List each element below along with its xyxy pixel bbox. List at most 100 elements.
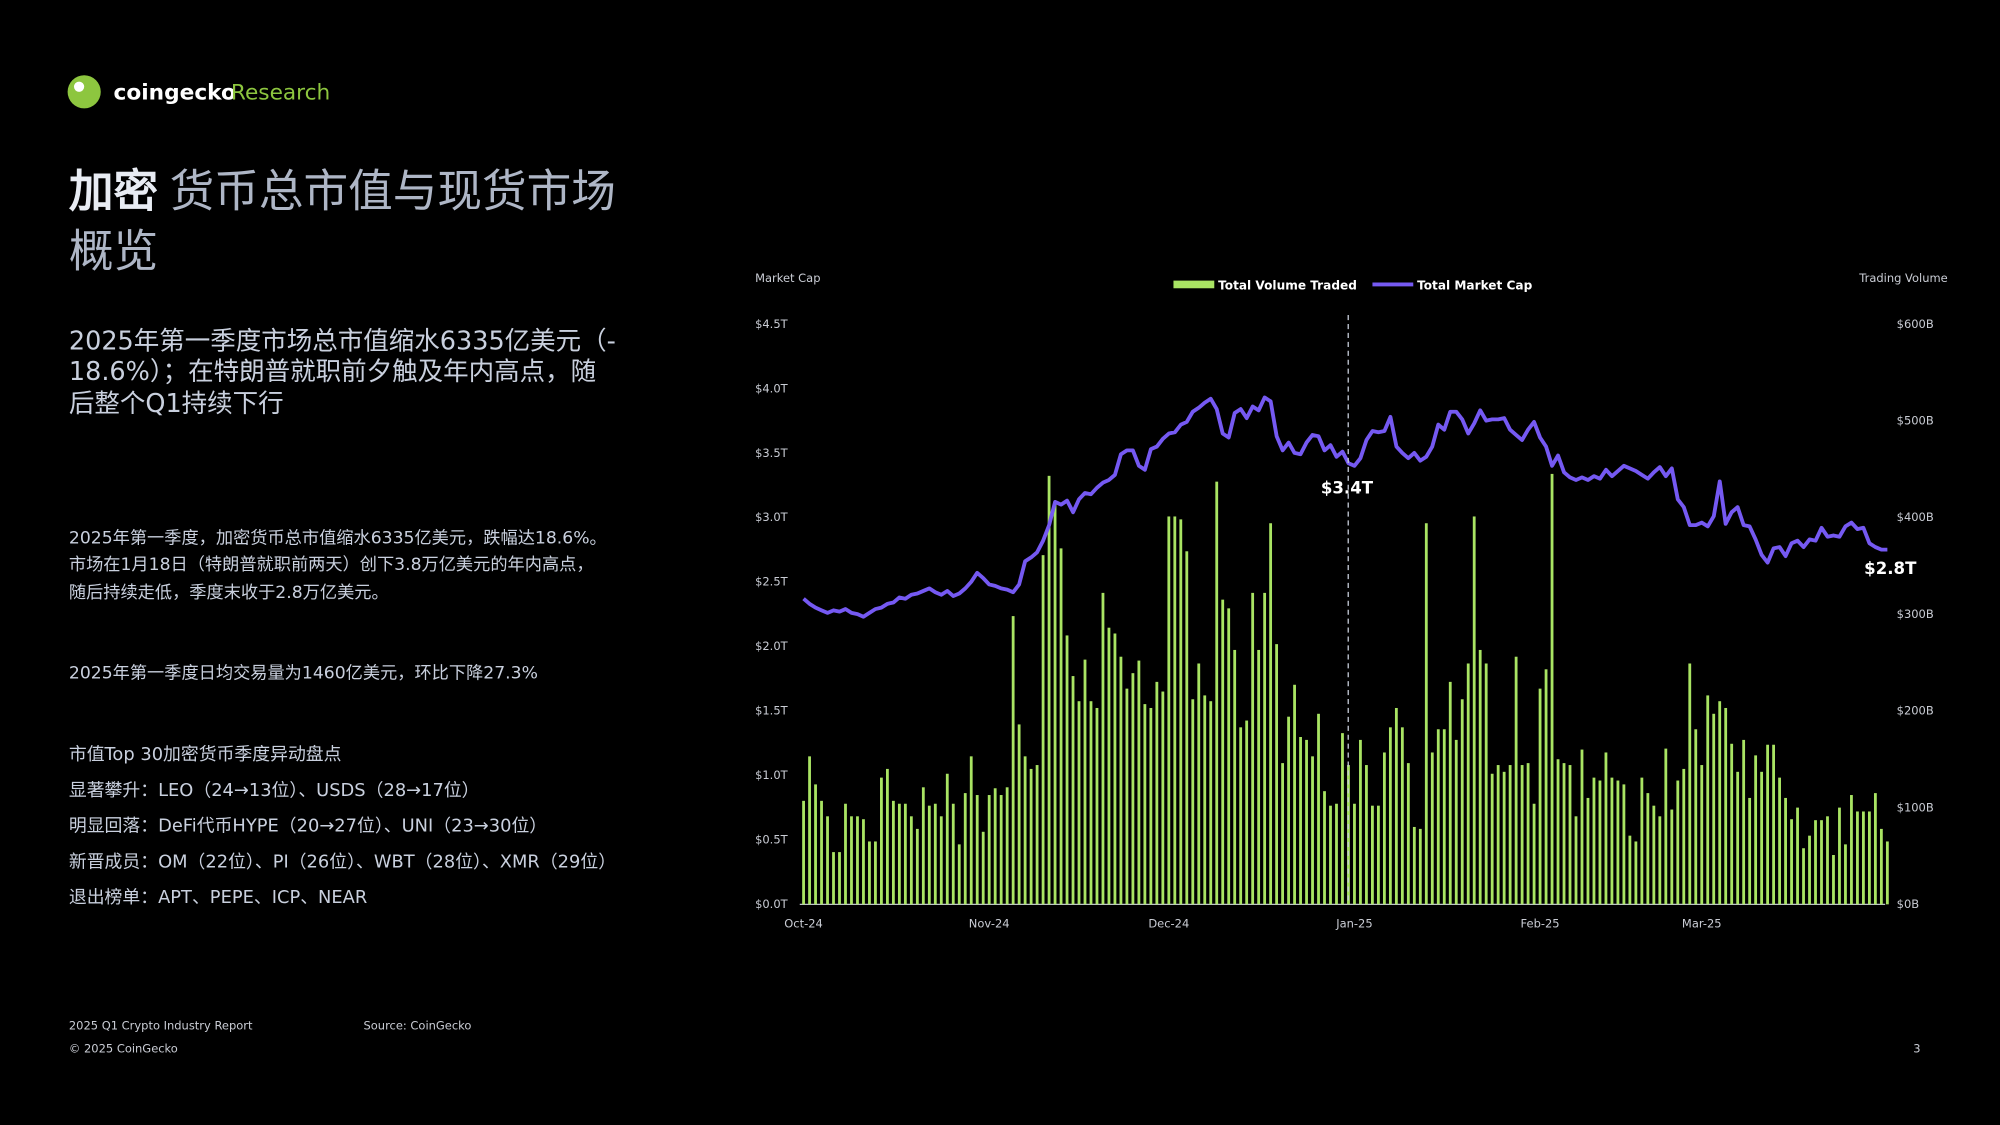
volume-bar (1053, 503, 1057, 905)
volume-bar (957, 844, 961, 905)
volume-bar (1077, 701, 1081, 905)
annotation: $2.8T (1864, 559, 1917, 578)
volume-bar (1676, 780, 1680, 905)
volume-bar (820, 800, 823, 905)
volume-bar (885, 768, 889, 905)
volume-bar (1083, 659, 1087, 905)
subtitle-line: 2025年第一季度市场总市值缩水6335亿美元（- (69, 326, 616, 356)
y2-tick-label: $300B (1897, 607, 1934, 621)
volume-bar (933, 803, 937, 905)
volume-bar (1622, 784, 1626, 905)
volume-bar (1538, 688, 1542, 905)
volume-bar (1299, 737, 1302, 905)
volume-bar (1359, 739, 1362, 905)
volume-bar (1748, 797, 1752, 905)
volume-bar (1311, 756, 1314, 905)
volume-bar (1885, 841, 1889, 905)
logo-icon (67, 75, 101, 109)
x-tick-label: Feb-25 (1521, 916, 1560, 930)
volume-bar (1694, 729, 1698, 905)
volume-bar (1161, 691, 1165, 905)
volume-bar (1113, 633, 1117, 905)
y2-tick-label: $0B (1897, 897, 1920, 911)
volume-bar (1442, 729, 1446, 905)
volume-bar (1520, 765, 1524, 905)
volume-bar (1562, 763, 1566, 905)
y-tick-label: $4.5T (755, 317, 789, 331)
volume-bar (1712, 713, 1716, 905)
logo-eye (73, 81, 85, 92)
y-tick-label: $1.0T (755, 768, 789, 782)
volume-bar (897, 803, 901, 905)
volume-bar (1502, 771, 1506, 905)
volume-bar (1221, 599, 1225, 905)
volume-bar (1376, 805, 1380, 905)
volume-bar (1826, 816, 1829, 905)
volume-bar (1335, 803, 1338, 905)
x-tick-label: Oct-24 (784, 916, 823, 930)
volume-bar (975, 795, 979, 905)
volume-bar (999, 795, 1003, 905)
volume-bar (1856, 811, 1859, 905)
y-axis-title: Market Cap (755, 271, 820, 285)
volume-bar (1059, 548, 1063, 905)
volume-bar (1167, 516, 1171, 905)
volume-bar (1796, 807, 1799, 905)
volume-bar (1406, 763, 1410, 905)
volume-bar (838, 852, 841, 905)
volume-bar (1616, 780, 1620, 905)
y-tick-label: $0.0T (755, 897, 789, 911)
title-line: 概览 (69, 226, 158, 278)
volume-bar (1514, 656, 1518, 905)
volume-bar (1724, 707, 1728, 905)
volume-bar (1119, 656, 1123, 905)
volume-bar (1556, 759, 1560, 905)
volume-bar (1472, 516, 1476, 905)
volume-bar (939, 816, 943, 905)
footer-source: Source: CoinGecko (364, 1018, 472, 1032)
volume-bar (945, 773, 949, 905)
y-tick-label: $2.0T (755, 639, 789, 653)
volume-bar (1772, 744, 1775, 905)
x-tick-label: Nov-24 (969, 916, 1010, 930)
volume-bar (1604, 752, 1608, 905)
volume-bar (963, 793, 967, 905)
volume-bar (1215, 481, 1219, 905)
volume-bar (1844, 844, 1847, 905)
title-emphasis: 加密 (69, 166, 158, 218)
volume-bar (1365, 765, 1368, 905)
volume-bar (1586, 797, 1590, 905)
market-cap-line (802, 395, 1888, 619)
volume-bar (987, 795, 991, 905)
y2-tick-label: $500B (1897, 414, 1934, 428)
list-item: 新晋成员：OM（22位）、PI（26位）、WBT（28位）、XMR（29位） (69, 851, 616, 872)
brand-suffix: Research (231, 80, 330, 105)
volume-bar (1412, 826, 1416, 905)
volume-bar (1101, 592, 1105, 905)
volume-bar (1808, 835, 1811, 905)
volume-bar (1305, 739, 1308, 905)
volume-bar (1047, 475, 1051, 905)
y2-axis-title: Trading Volume (1858, 271, 1947, 285)
volume-bar (1233, 649, 1237, 905)
subtitle-line: 后整个Q1持续下行 (69, 389, 284, 419)
volume-bar (1341, 733, 1344, 905)
volume-bar (1700, 765, 1704, 905)
volume-bar (1041, 555, 1045, 905)
volume-bar (1706, 695, 1710, 905)
volume-bar (1580, 749, 1584, 905)
volume-bar (1371, 805, 1374, 905)
volume-bar (1203, 695, 1207, 905)
legend-swatch (1173, 280, 1215, 289)
volume-bar (1454, 739, 1458, 905)
volume-bar (1317, 713, 1320, 905)
list-title: 市值Top 30加密货币季度异动盘点 (69, 744, 342, 765)
y2-tick-label: $100B (1897, 800, 1934, 814)
paragraph: 2025年第一季度日均交易量为1460亿美元，环比下降27.3% (69, 664, 538, 684)
volume-bar (1400, 727, 1404, 905)
volume-bar (1382, 752, 1386, 905)
volume-bar (1149, 707, 1153, 905)
volume-bar (1137, 660, 1141, 905)
